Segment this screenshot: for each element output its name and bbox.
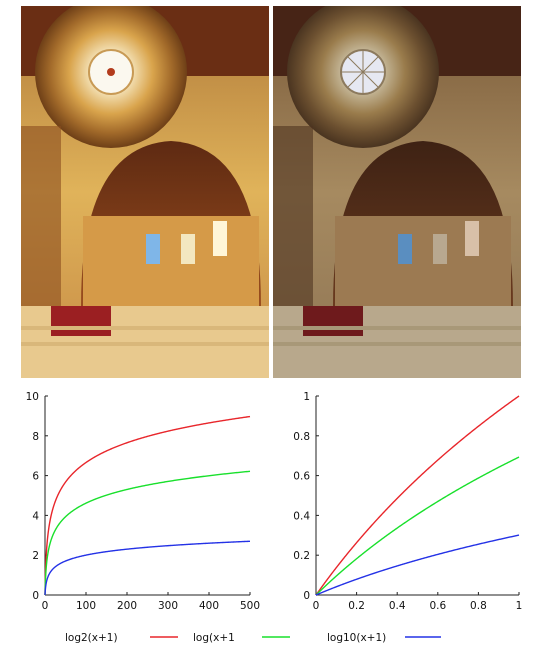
x-tick-label: 500 (240, 600, 260, 612)
chart-right-log-curves: 0 0.2 0.4 0.6 0.8 1 0 0.2 0.4 0.6 0.8 1 (293, 391, 522, 612)
y-tick-label: 10 (26, 391, 39, 403)
x-tick-label: 0.4 (389, 600, 406, 612)
legend-label: log10(x+1) (327, 632, 386, 644)
x-tick-label: 0 (42, 600, 49, 612)
series-line-log2 (44, 415, 251, 595)
series-line-ln (44, 470, 251, 595)
y-tick-label: 0.8 (293, 431, 310, 443)
legend: log2(x+1) log(x+1 log10(x+1) (65, 632, 441, 644)
x-tick-label: 100 (76, 600, 96, 612)
church-interior-muted (273, 6, 521, 378)
y-tick-label: 4 (32, 510, 39, 522)
y-tick-label: 0.2 (293, 550, 310, 562)
series-line-ln (315, 456, 520, 596)
series-line-log2 (315, 395, 520, 596)
legend-label: log2(x+1) (65, 632, 118, 644)
chart-left-log-curves: 0 100 200 300 400 500 0 2 4 6 8 10 (26, 391, 260, 612)
x-tick-label: 1 (516, 600, 523, 612)
y-tick-label: 0 (303, 590, 310, 602)
y-tick-label: 0.4 (293, 510, 310, 522)
y-tick-label: 6 (32, 471, 39, 483)
photo-muted-tonemap (273, 6, 521, 378)
series-line-log10 (315, 534, 520, 596)
legend-label: log(x+1 (193, 632, 235, 644)
x-tick-label: 0.2 (348, 600, 365, 612)
y-tick-label: 2 (32, 550, 39, 562)
x-tick-label: 0 (313, 600, 320, 612)
x-tick-label: 200 (117, 600, 137, 612)
y-tick-label: 0 (32, 590, 39, 602)
church-interior-warm (21, 6, 269, 378)
y-tick-label: 1 (303, 391, 310, 403)
y-tick-label: 8 (32, 431, 39, 443)
x-tick-label: 300 (158, 600, 178, 612)
x-tick-label: 0.8 (470, 600, 487, 612)
x-tick-label: 0.6 (429, 600, 446, 612)
series-line-log10 (44, 540, 251, 595)
x-tick-label: 400 (199, 600, 219, 612)
y-tick-label: 0.6 (293, 471, 310, 483)
photo-warm-tonemap (21, 6, 269, 378)
